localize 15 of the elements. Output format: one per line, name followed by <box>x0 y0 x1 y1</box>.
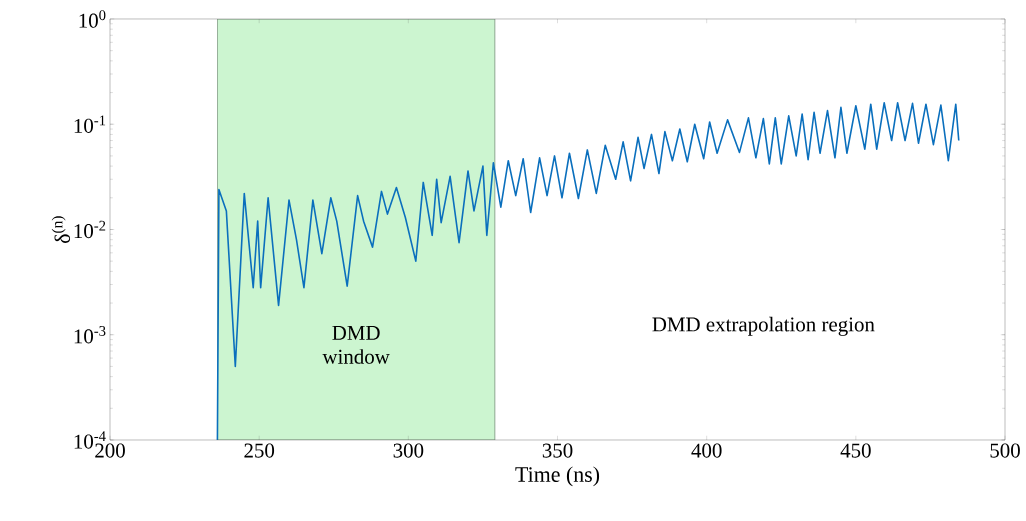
x-tick-label: 500 <box>990 443 1020 458</box>
y-axis-title: δ$^{(n)}$ <box>51 216 71 244</box>
annotation: DMD extrapolation region <box>652 316 875 336</box>
line-series <box>216 101 960 440</box>
x-tick-label: 250 <box>244 443 275 458</box>
x-tick-label: 300 <box>393 443 424 458</box>
y-tick-label: 10$^{-2}$ <box>74 220 106 239</box>
x-tick-label: 450 <box>840 443 871 458</box>
x-tick-label: 400 <box>691 443 722 458</box>
x-axis-title: Time (ns) <box>515 466 600 487</box>
x-tick-label: 350 <box>542 443 573 458</box>
y-tick-label: 10$^{0}$ <box>79 10 106 28</box>
y-tick-label: 10$^{-1}$ <box>74 115 106 133</box>
y-tick-label: 10$^{-3}$ <box>74 326 106 344</box>
band-label: DMD window <box>322 326 390 364</box>
